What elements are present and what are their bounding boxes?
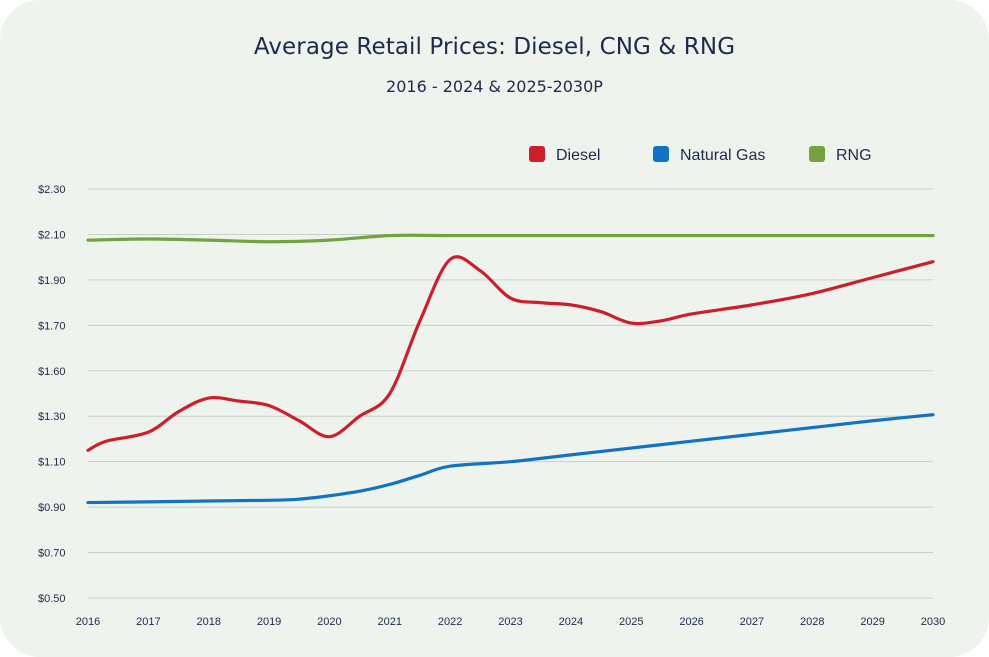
legend-label-rng: RNG xyxy=(836,147,872,164)
x-tick-label: 2021 xyxy=(378,616,402,628)
chart-title: Average Retail Prices: Diesel, CNG & RNG xyxy=(253,34,736,60)
legend-label-diesel: Diesel xyxy=(556,147,600,164)
x-tick-label: 2026 xyxy=(679,616,703,628)
y-tick-label: $2.30 xyxy=(38,184,66,196)
legend-label-natural-gas: Natural Gas xyxy=(680,147,765,164)
x-tick-label: 2027 xyxy=(740,616,764,628)
y-tick-label: $0.90 xyxy=(38,502,66,514)
x-tick-label: 2020 xyxy=(317,616,341,628)
y-tick-label: $1.70 xyxy=(38,320,66,332)
y-tick-label: $1.30 xyxy=(38,411,66,423)
series-line-natural-gas xyxy=(86,413,935,505)
y-tick-label: $0.50 xyxy=(38,593,66,605)
x-tick-label: 2017 xyxy=(136,616,160,628)
x-tick-label: 2016 xyxy=(76,616,100,628)
y-tick-label: $1.90 xyxy=(38,275,66,287)
series-line-diesel xyxy=(86,255,935,452)
series-line-rng xyxy=(86,233,935,244)
x-tick-label: 2030 xyxy=(921,616,945,628)
x-tick-label: 2029 xyxy=(860,616,884,628)
y-tick-label: $1.60 xyxy=(38,366,66,378)
y-tick-label: $0.70 xyxy=(38,548,66,560)
x-tick-label: 2024 xyxy=(559,616,583,628)
legend-swatch-diesel xyxy=(529,146,545,162)
x-tick-label: 2023 xyxy=(498,616,522,628)
legend-swatch-natural-gas xyxy=(653,146,669,162)
x-tick-label: 2022 xyxy=(438,616,462,628)
y-tick-label: $2.10 xyxy=(38,229,66,241)
chart-subtitle: 2016 - 2024 & 2025-2030P xyxy=(386,77,603,96)
x-tick-label: 2025 xyxy=(619,616,643,628)
x-tick-label: 2019 xyxy=(257,616,281,628)
y-tick-label: $1.10 xyxy=(38,457,66,469)
x-tick-label: 2028 xyxy=(800,616,824,628)
legend-swatch-rng xyxy=(809,146,825,162)
x-tick-label: 2018 xyxy=(196,616,220,628)
